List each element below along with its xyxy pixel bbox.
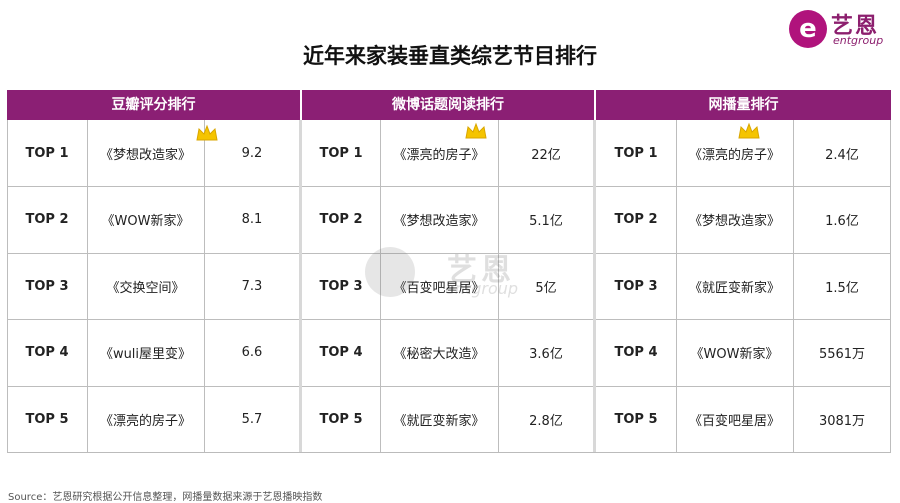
rank-cell: TOP 4 [614, 344, 658, 360]
rank-cell: TOP 1 [319, 145, 363, 161]
name-cell: 《WOW新家》 [690, 346, 779, 362]
crown-icon [196, 124, 218, 141]
name-cell: 《WOW新家》 [101, 213, 190, 229]
rank-cell: TOP 4 [319, 344, 363, 360]
rank-cell: TOP 5 [319, 411, 363, 427]
name-cell: 《秘密大改造》 [393, 346, 485, 362]
watermark-mark [365, 247, 415, 297]
name-cell: 《wuli屋里变》 [99, 346, 192, 362]
name-cell: 《百变吧星居》 [393, 280, 485, 296]
name-cell: 《就匠变新家》 [393, 413, 485, 429]
value-cell: 1.6亿 [825, 213, 859, 229]
ranking-grid: TOP 1 《梦想改造家》 9.2 TOP 2 《WOW新家》 8.1 TOP 3 《交换空间… [7, 120, 891, 453]
value-cell: 3081万 [818, 413, 866, 429]
row-divider [596, 319, 891, 320]
value-cell: 7.3 [241, 278, 263, 294]
section-separator [299, 120, 302, 452]
row-divider [596, 253, 891, 254]
row-divider [596, 386, 891, 387]
page-title: 近年来家装垂直类综艺节目排行 [303, 44, 597, 68]
rank-cell: TOP 4 [25, 344, 69, 360]
column-divider [87, 120, 88, 452]
source-note: Source：艺恩研究根据公开信息整理，网播量数据来源于艺恩播映指数 [8, 492, 323, 503]
table-border [890, 120, 891, 452]
rank-cell: TOP 1 [614, 145, 658, 161]
crown-icon [465, 122, 487, 139]
watermark: 艺恩 entgroup [365, 245, 545, 305]
value-cell: 8.1 [241, 211, 263, 227]
name-cell: 《梦想改造家》 [99, 147, 191, 163]
name-cell: 《漂亮的房子》 [688, 147, 780, 163]
value-cell: 6.6 [241, 344, 263, 360]
rank-cell: TOP 2 [614, 211, 658, 227]
name-cell: 《梦想改造家》 [688, 213, 780, 229]
column-divider [380, 120, 381, 452]
row-divider [302, 386, 594, 387]
value-cell: 5.1亿 [529, 213, 563, 229]
watermark-chinese: 艺恩 [447, 253, 515, 288]
entgroup-logo: e 艺恩 entgroup [789, 8, 894, 50]
name-cell: 《就匠变新家》 [688, 280, 780, 296]
logo-chinese: 艺恩 [831, 14, 880, 39]
value-cell: 1.5亿 [825, 280, 859, 296]
row-divider [302, 186, 594, 187]
row-divider [7, 253, 300, 254]
header-douban: 豆瓣评分排行 [7, 90, 300, 118]
value-cell: 2.8亿 [529, 413, 563, 429]
section-separator [593, 120, 596, 452]
logo-english: entgroup [833, 34, 884, 47]
value-cell: 3.6亿 [529, 346, 563, 362]
row-divider [7, 186, 300, 187]
row-divider [302, 319, 594, 320]
rank-cell: TOP 5 [614, 411, 658, 427]
crown-icon [738, 122, 760, 139]
header-divider [300, 90, 302, 120]
column-divider [498, 120, 499, 452]
row-divider [302, 253, 594, 254]
name-cell: 《百变吧星居》 [688, 413, 780, 429]
value-cell: 9.2 [241, 145, 263, 161]
value-cell: 5亿 [535, 280, 557, 296]
logo-mark: e [789, 10, 827, 48]
header-webplay: 网播量排行 [596, 90, 891, 118]
rank-cell: TOP 3 [319, 278, 363, 294]
header-weibo: 微博话题阅读排行 [302, 90, 594, 118]
column-divider [676, 120, 677, 452]
name-cell: 《漂亮的房子》 [99, 413, 191, 429]
table-border [7, 120, 8, 452]
value-cell: 22亿 [531, 147, 561, 163]
value-cell: 5561万 [818, 346, 866, 362]
watermark-english: entgroup [445, 279, 519, 298]
column-divider [793, 120, 794, 452]
row-divider [7, 386, 300, 387]
rank-cell: TOP 2 [319, 211, 363, 227]
rank-cell: TOP 3 [614, 278, 658, 294]
header-divider [594, 90, 596, 120]
row-divider [7, 319, 300, 320]
row-divider [596, 186, 891, 187]
rank-cell: TOP 2 [25, 211, 69, 227]
rank-cell: TOP 5 [25, 411, 69, 427]
name-cell: 《交换空间》 [106, 280, 185, 296]
column-divider [204, 120, 205, 452]
rank-cell: TOP 1 [25, 145, 69, 161]
ranking-board: 豆瓣评分排行 微博话题阅读排行 网播量排行 TOP 1 《梦想改造家》 9.2 TOP… [7, 90, 891, 453]
rank-cell: TOP 3 [25, 278, 69, 294]
value-cell: 5.7 [241, 411, 263, 427]
name-cell: 《漂亮的房子》 [393, 147, 485, 163]
value-cell: 2.4亿 [825, 147, 859, 163]
name-cell: 《梦想改造家》 [393, 213, 485, 229]
